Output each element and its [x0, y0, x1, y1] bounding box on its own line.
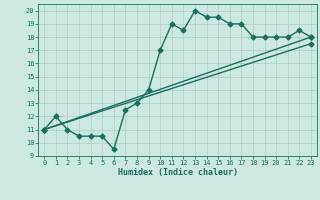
X-axis label: Humidex (Indice chaleur): Humidex (Indice chaleur) — [118, 168, 238, 177]
